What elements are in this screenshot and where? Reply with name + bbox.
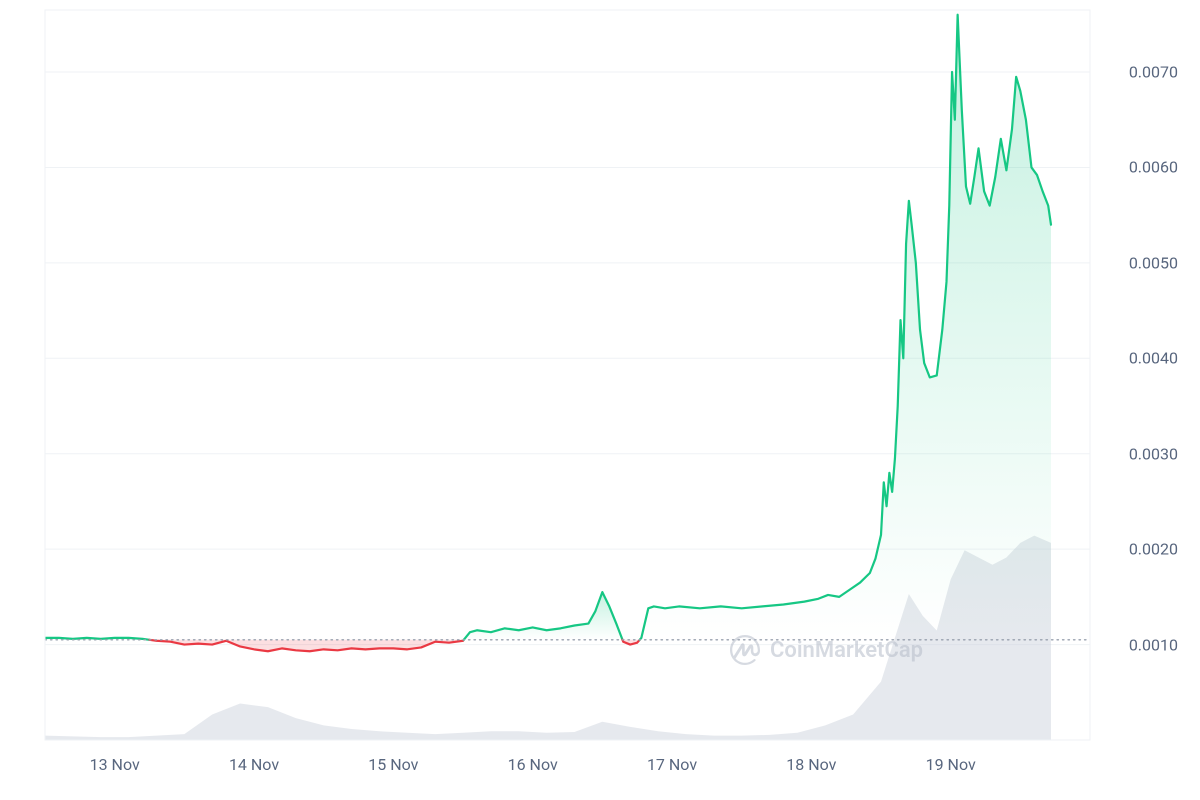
y-axis-label: 0.0050	[1129, 253, 1178, 272]
x-axis-label: 13 Nov	[90, 755, 140, 774]
x-axis-label: 15 Nov	[368, 755, 418, 774]
x-axis-label: 19 Nov	[926, 755, 976, 774]
x-axis-label: 14 Nov	[229, 755, 279, 774]
x-axis-label: 17 Nov	[647, 755, 697, 774]
y-axis-label: 0.0070	[1129, 63, 1178, 82]
y-axis-label: 0.0030	[1129, 444, 1178, 463]
y-axis-label: 0.0040	[1129, 349, 1178, 368]
chart-svg	[0, 0, 1200, 800]
y-axis-label: 0.0020	[1129, 540, 1178, 559]
x-axis-label: 16 Nov	[508, 755, 558, 774]
price-chart[interactable]: 0.0010 0.0020 0.0030 0.0040 0.0050 0.0060 0.00…	[0, 0, 1200, 800]
x-axis-label: 18 Nov	[786, 755, 836, 774]
y-axis-label: 0.0060	[1129, 158, 1178, 177]
y-axis-label: 0.0010	[1129, 635, 1178, 654]
